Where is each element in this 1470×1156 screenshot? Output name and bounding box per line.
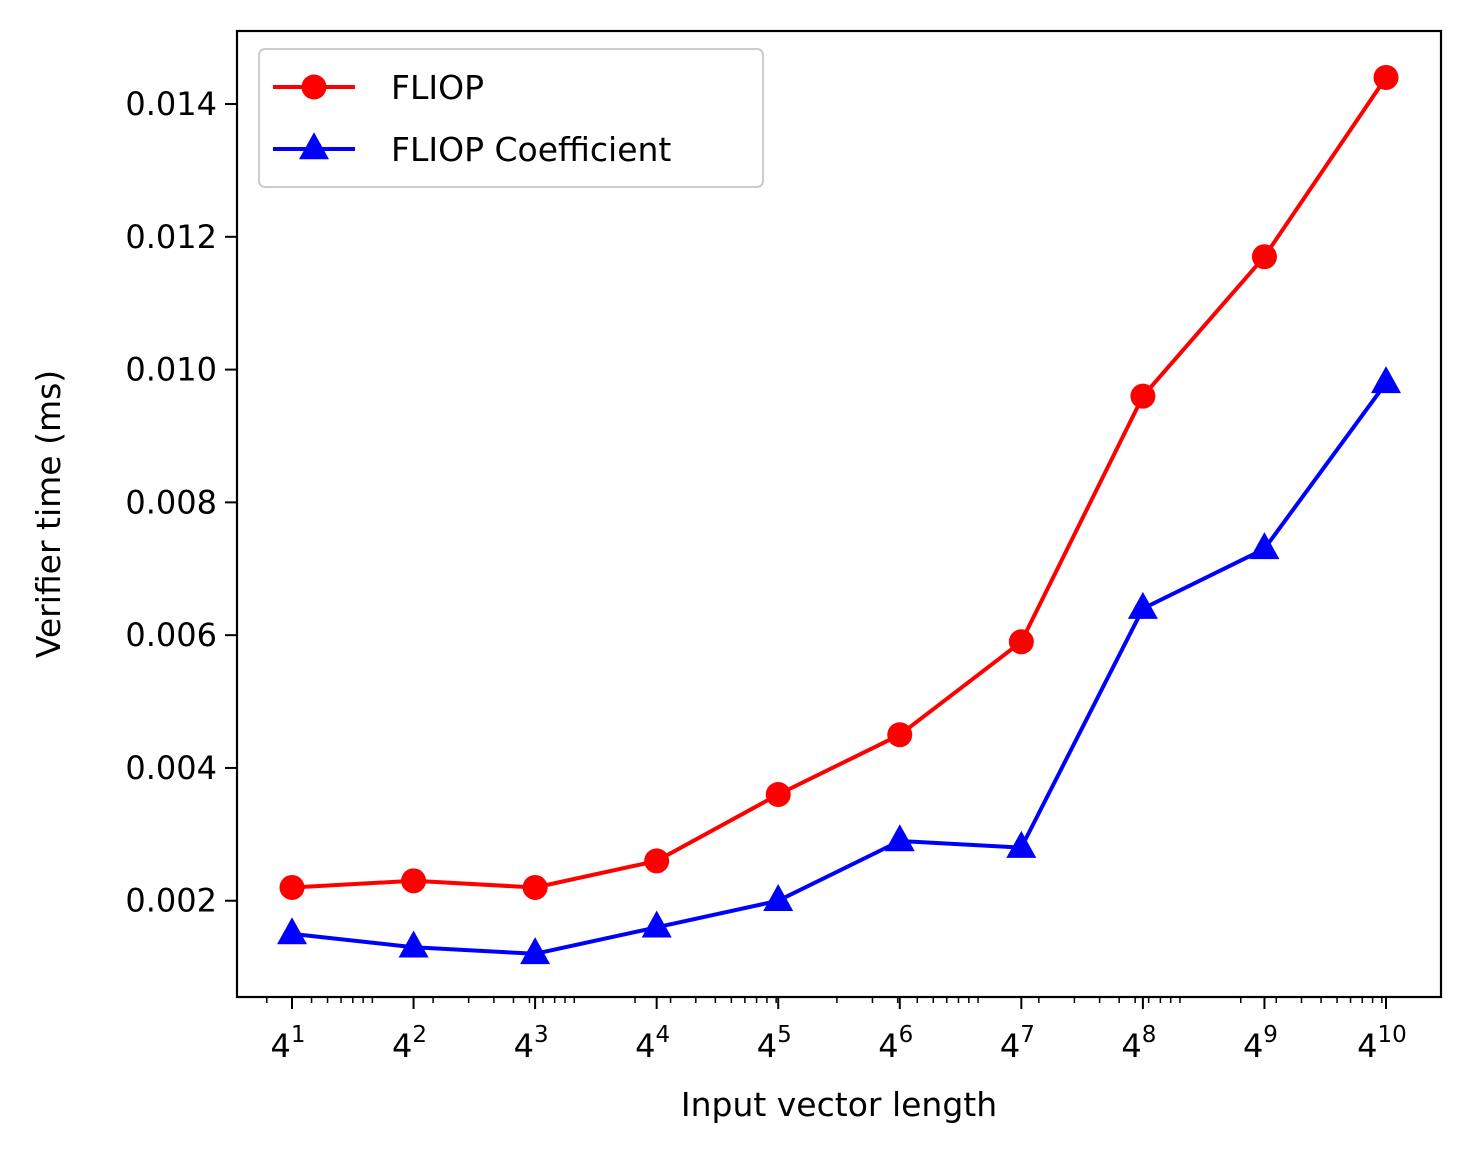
x-tick-label-exponent: 3 — [534, 1022, 549, 1048]
y-tick-label: 0.004 — [125, 749, 217, 787]
data-point-s1-1 — [279, 874, 305, 900]
data-point-s2-1 — [277, 917, 307, 945]
x-tick-label-exponent: 9 — [1263, 1022, 1278, 1048]
data-point-s2-9 — [1249, 532, 1280, 560]
x-tick-label-base: 4 — [514, 1027, 534, 1065]
x-tick-label-base: 4 — [1357, 1027, 1377, 1065]
y-tick-label: 0.002 — [125, 882, 217, 920]
data-point-s2-6 — [884, 824, 915, 852]
data-point-s1-7 — [1008, 629, 1034, 655]
x-tick-label: 41 — [271, 1022, 306, 1065]
x-tick-label-base: 4 — [878, 1027, 898, 1065]
y-axis-ticks: 0.002 0.004 0.006 0.008 0.010 0.012 0.014 — [125, 85, 237, 920]
data-point-s1-3 — [522, 874, 548, 900]
legend-item-2: FLIOP Coefficient — [273, 130, 671, 169]
x-tick-label-exponent: 2 — [412, 1022, 427, 1048]
y-tick-label: 0.010 — [125, 351, 217, 389]
plot-frame — [235, 29, 1443, 999]
data-point-s2-5 — [763, 884, 794, 911]
x-tick-label-base: 4 — [1121, 1027, 1141, 1065]
y-tick-label: 0.012 — [125, 218, 217, 256]
series-line-1 — [291, 76, 1388, 890]
x-tick-label-exponent: 5 — [777, 1022, 792, 1048]
series-line-2 — [291, 381, 1388, 956]
legend: FLIOP FLIOP Coefficient — [258, 48, 764, 188]
x-tick-label: 49 — [1243, 1022, 1278, 1065]
plot-marks — [277, 64, 1401, 965]
data-point-s1-4 — [644, 848, 670, 874]
data-point-s1-10 — [1373, 64, 1399, 90]
x-tick-label-exponent: 6 — [899, 1022, 914, 1048]
x-tick-label-exponent: 7 — [1020, 1022, 1035, 1048]
data-point-s1-9 — [1251, 244, 1277, 270]
x-axis-label: Input vector length — [681, 1085, 997, 1124]
x-tick-label-base: 4 — [635, 1027, 655, 1065]
x-tick-label-base: 4 — [1000, 1027, 1020, 1065]
x-tick-label-base: 4 — [1243, 1027, 1263, 1065]
legend-item-1: FLIOP — [273, 68, 484, 107]
legend-marker — [301, 74, 327, 100]
data-point-s1-5 — [765, 782, 791, 808]
x-tick-label: 45 — [757, 1022, 792, 1065]
x-tick-label: 44 — [635, 1022, 670, 1065]
x-tick-label: 46 — [878, 1022, 913, 1065]
data-point-s2-2 — [398, 930, 429, 958]
x-tick-label-exponent: 10 — [1378, 1022, 1407, 1048]
data-point-s1-2 — [401, 868, 427, 894]
data-point-s2-10 — [1371, 366, 1401, 394]
y-axis-label: Verifier time (ms) — [29, 370, 68, 658]
data-point-s1-6 — [887, 722, 913, 748]
x-tick-label: 42 — [392, 1022, 427, 1065]
x-tick-label: 43 — [514, 1022, 549, 1065]
data-point-s2-8 — [1127, 591, 1158, 619]
series-2 — [277, 366, 1401, 965]
x-tick-label: 48 — [1121, 1022, 1156, 1065]
series-1 — [279, 64, 1399, 900]
y-tick-label: 0.008 — [125, 483, 217, 521]
y-tick-label: 0.006 — [125, 616, 217, 654]
data-point-s1-8 — [1130, 383, 1156, 409]
legend-marker — [299, 132, 329, 160]
x-tick-label-exponent: 4 — [656, 1022, 671, 1048]
legend-label: FLIOP — [391, 68, 484, 107]
x-axis-ticks: 41 42 43 44 45 46 47 48 49 410 — [266, 997, 1407, 1065]
x-tick-label: 47 — [1000, 1022, 1035, 1065]
x-tick-label-base: 4 — [392, 1027, 412, 1065]
legend-label: FLIOP Coefficient — [391, 130, 671, 169]
data-point-s2-7 — [1006, 830, 1037, 858]
legend-box — [258, 48, 764, 188]
x-tick-label-exponent: 1 — [291, 1022, 306, 1048]
x-tick-label-base: 4 — [757, 1027, 777, 1065]
x-tick-label-base: 4 — [271, 1027, 291, 1065]
y-tick-label: 0.014 — [125, 85, 217, 123]
x-tick-label: 410 — [1357, 1022, 1407, 1065]
data-point-s2-3 — [520, 937, 551, 965]
x-tick-label-exponent: 8 — [1142, 1022, 1157, 1048]
data-point-s2-4 — [641, 910, 672, 938]
